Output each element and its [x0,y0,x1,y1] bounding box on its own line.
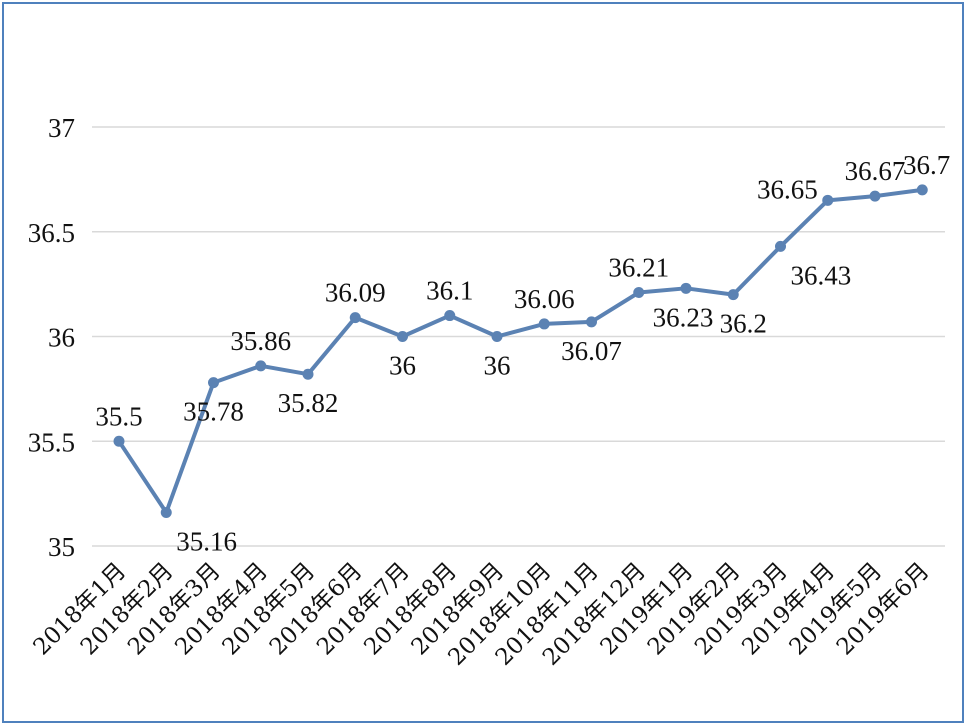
data-point [255,360,267,372]
data-label: 36.65 [757,174,818,204]
data-label: 35.16 [176,526,237,556]
data-label: 36.21 [608,253,669,283]
data-label: 36.2 [720,309,767,339]
data-point [586,316,597,328]
data-label: 36.23 [653,302,714,332]
data-label: 36.43 [791,260,852,290]
data-point [208,377,219,389]
data-point [349,312,361,324]
gridlines [92,126,945,547]
data-point [302,368,314,380]
y-axis-ticks: 35 35.5 36 36.5 37 [28,113,75,562]
data-label: 35.5 [95,401,142,431]
series-polyline [117,187,925,515]
data-point [680,282,692,294]
data-points [113,184,928,518]
data-label: 36 [389,351,416,381]
data-point [633,287,645,299]
data-label: 36.1 [426,276,473,306]
data-point [822,194,834,206]
series-line [117,187,925,515]
data-point [727,289,739,301]
data-label: 36.7 [903,150,950,180]
data-label: 35.78 [183,397,244,427]
data-label: 35.82 [278,388,339,418]
data-label: 36.09 [325,278,386,308]
data-label: 35.86 [230,326,291,356]
data-point [491,331,503,342]
data-point [869,190,881,202]
y-tick-label: 36 [48,323,75,353]
data-point [916,184,928,196]
data-label: 36.06 [514,284,575,314]
data-point [444,310,456,322]
y-tick-label: 35 [48,532,75,562]
y-tick-label: 35.5 [28,427,75,457]
data-labels: 35.5 35.16 35.78 35.86 35.82 36.09 36 36.1 36 36.… [95,150,950,557]
data-label: 36 [484,351,511,381]
data-label: 36.07 [561,336,622,366]
data-point [113,435,125,447]
data-label: 36.67 [845,156,906,186]
x-axis-labels: 2018年1月2018年2月2018年3月2018年4月2018年5月2018年… [29,558,935,671]
data-point [775,240,786,252]
data-point [160,506,172,518]
data-point [538,318,550,330]
y-tick-label: 36.5 [28,218,75,248]
y-tick-label: 37 [48,113,75,143]
data-point [397,331,408,342]
